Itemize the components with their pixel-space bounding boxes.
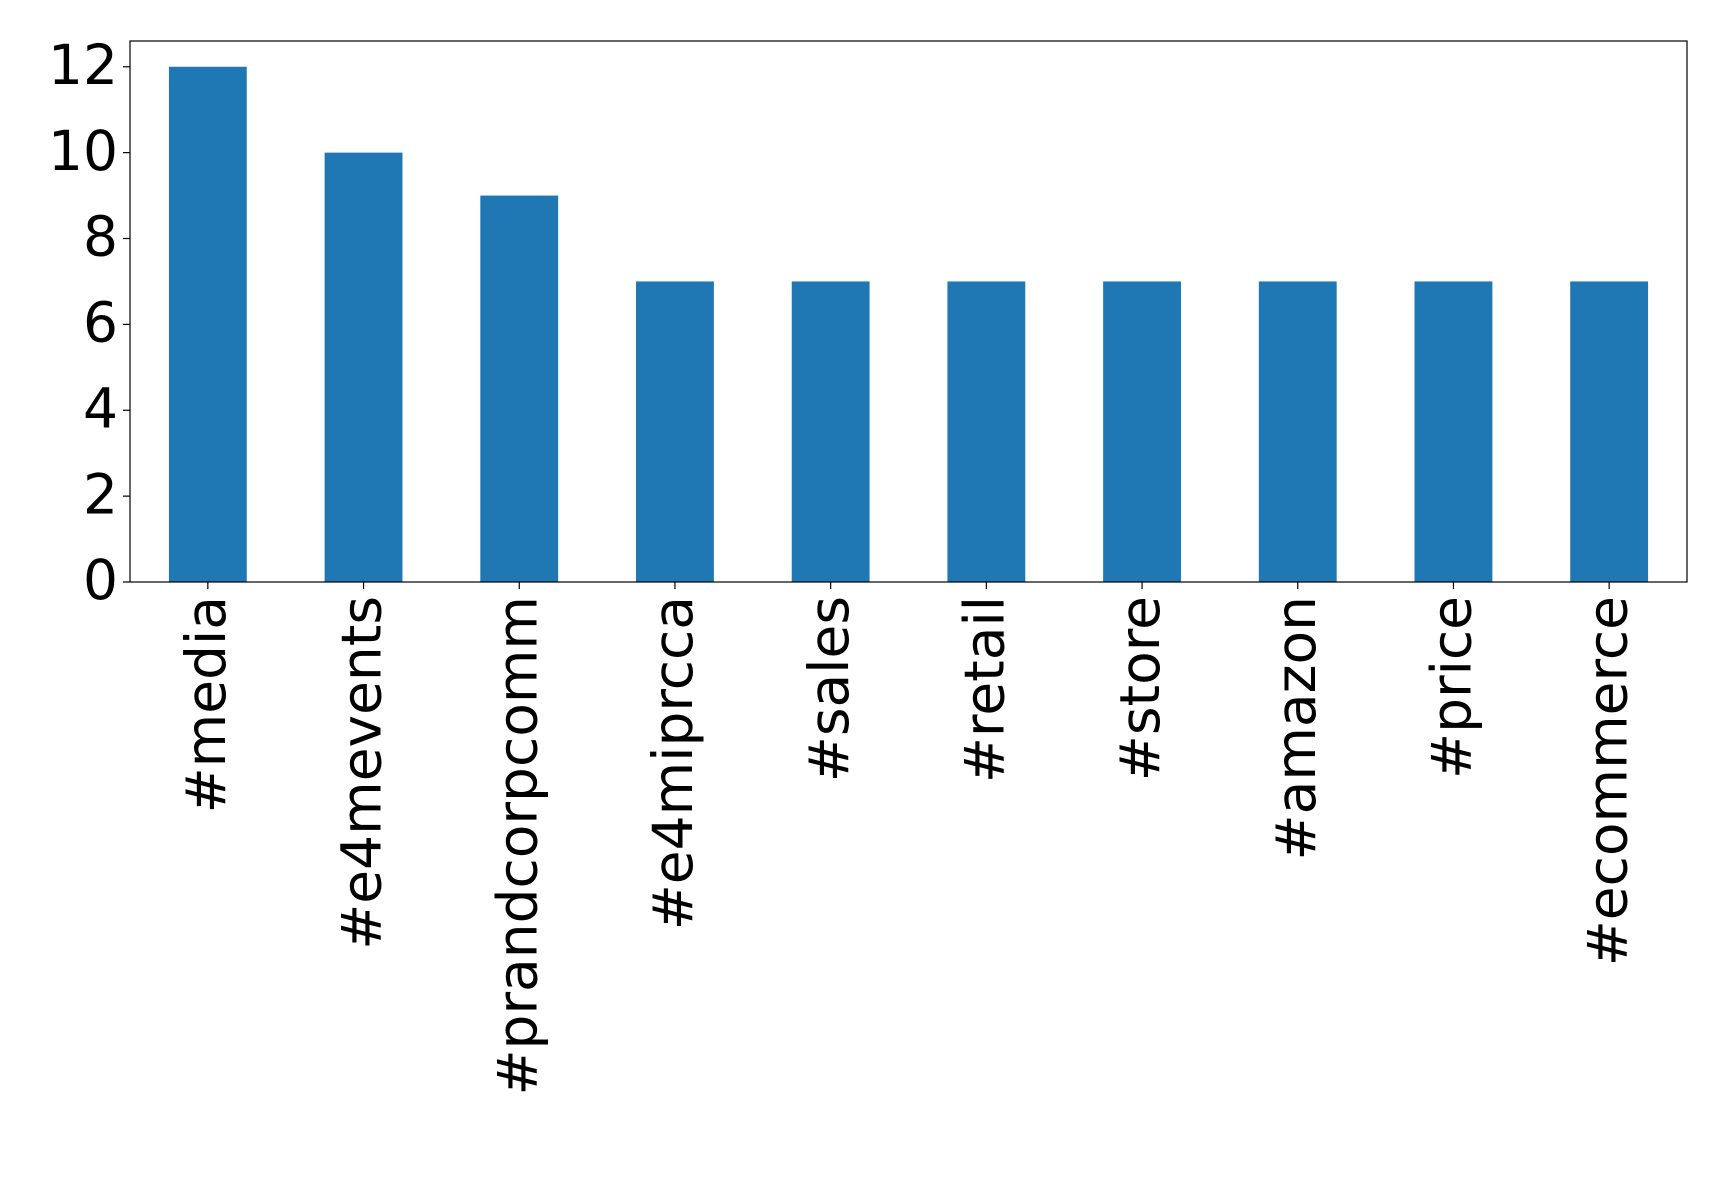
x-tick-label: #e4miprcca — [641, 596, 705, 930]
bar — [324, 152, 403, 582]
bar — [1258, 281, 1337, 582]
x-tick-label: #retail — [952, 596, 1016, 783]
bar — [636, 281, 714, 582]
bar — [1570, 281, 1649, 582]
x-tick-label: #store — [1108, 596, 1172, 781]
x-tick-label: #price — [1420, 596, 1484, 779]
x-tick-label: #sales — [797, 596, 861, 782]
x-tick-label: #amazon — [1264, 596, 1328, 860]
y-tick-label: 12 — [48, 33, 118, 97]
bar — [947, 281, 1026, 582]
bar — [1414, 281, 1493, 582]
y-tick-label: 4 — [83, 376, 118, 440]
y-tick-label: 10 — [48, 119, 118, 183]
y-tick-label: 8 — [83, 205, 118, 269]
bar — [791, 281, 870, 582]
y-tick-label: 6 — [83, 291, 118, 355]
x-tick-label: #e4mevents — [330, 596, 394, 950]
x-tick-label: #media — [174, 596, 238, 813]
bar — [1103, 281, 1181, 582]
bar — [480, 195, 559, 583]
bar — [168, 66, 247, 582]
x-tick-label: #ecommerce — [1575, 596, 1639, 966]
y-tick-label: 0 — [83, 548, 118, 612]
axes-frame — [129, 40, 1688, 583]
x-tick-label: #prandcorpcomm — [485, 596, 549, 1096]
y-tick-label: 2 — [83, 462, 118, 526]
